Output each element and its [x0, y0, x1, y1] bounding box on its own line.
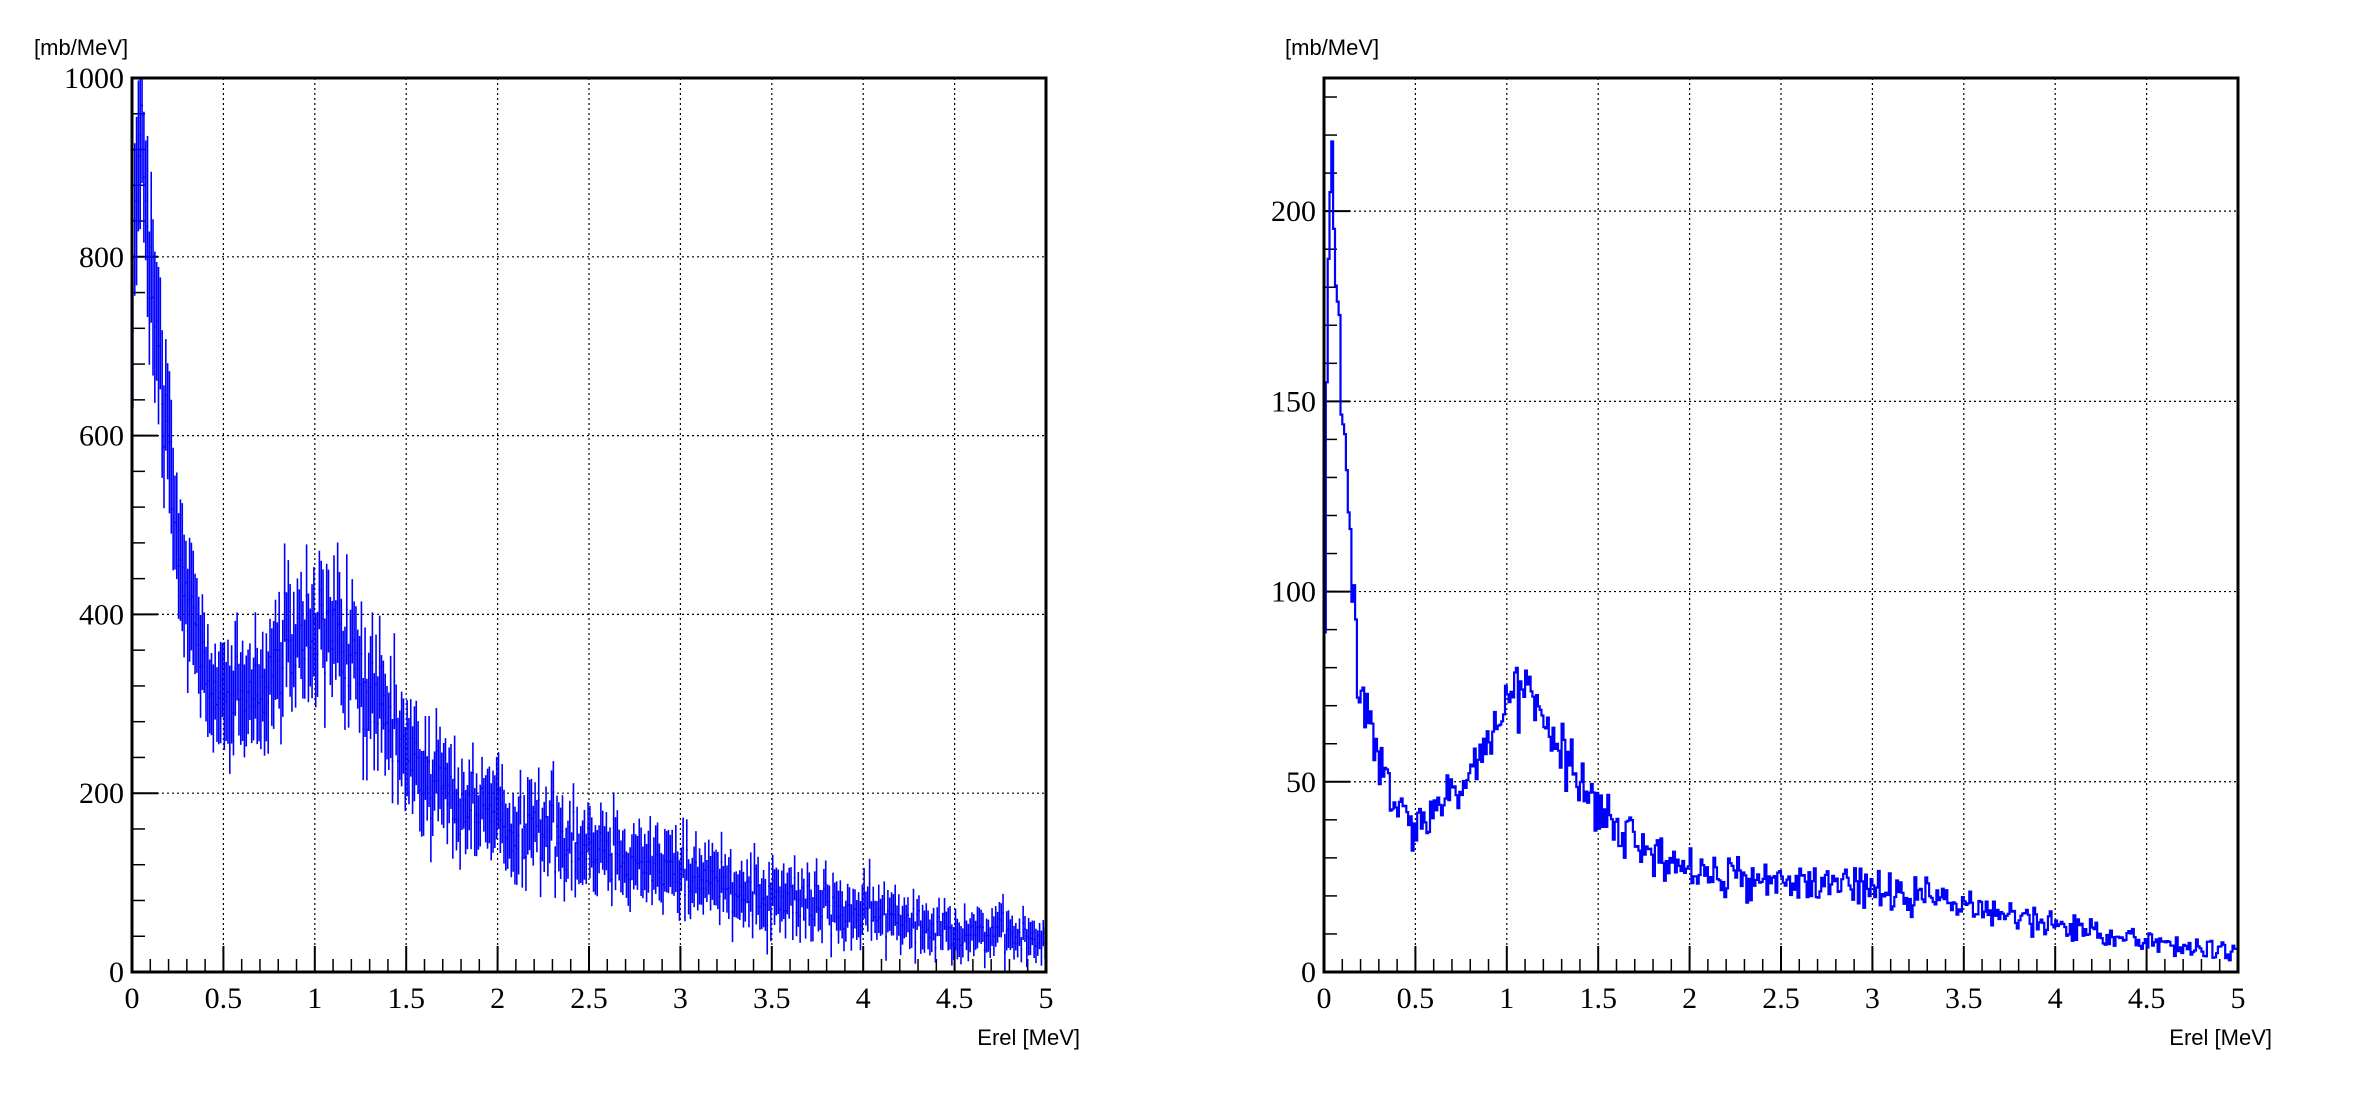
left-y-axis-label: [mb/MeV] — [34, 35, 128, 60]
right-y-axis-label: [mb/MeV] — [1285, 35, 1379, 60]
right-x-tick-label: 1.5 — [1579, 982, 1617, 1015]
left-y-tick-label: 1000 — [64, 62, 124, 95]
right-x-tick-label: 3 — [1865, 982, 1880, 1015]
right-y-tick-label: 50 — [1286, 766, 1316, 799]
right-x-tick-label: 5 — [2231, 982, 2246, 1015]
left-y-tick-label: 600 — [79, 420, 124, 453]
left-ticks: 0 0.5 1 1.5 2 2.5 3 3.5 4 4.5 5 0 200 400 600 800 1000 — [64, 62, 1054, 1015]
right-x-axis-label: Erel [MeV] — [2169, 1025, 2272, 1050]
right-y-tick-label: 150 — [1271, 385, 1316, 418]
left-x-tick-label: 0.5 — [205, 982, 243, 1015]
left-y-tick-label: 0 — [109, 956, 124, 989]
right-y-tick-label: 100 — [1271, 576, 1316, 609]
left-x-tick-label: 5 — [1039, 982, 1054, 1015]
right-x-tick-label: 2 — [1682, 982, 1697, 1015]
right-x-tick-label: 0 — [1317, 982, 1332, 1015]
right-step-line — [1322, 140, 2240, 972]
left-y-tick-label: 400 — [79, 598, 124, 631]
left-x-tick-label: 3.5 — [753, 982, 791, 1015]
left-plot-frame — [130, 76, 1048, 974]
right-y-tick-label: 200 — [1271, 195, 1316, 228]
right-x-tick-label: 0.5 — [1397, 982, 1435, 1015]
right-chart-panel: [mb/MeV] Erel [MeV] 0 0.5 1 1.5 2 2.5 3 3.5 4 4.5… — [1271, 35, 2272, 1050]
right-x-tick-label: 1 — [1499, 982, 1514, 1015]
right-grid — [1324, 78, 2238, 972]
left-x-axis-label: Erel [MeV] — [977, 1025, 1080, 1050]
right-y-tick-label: 0 — [1301, 956, 1316, 989]
right-x-tick-label: 4.5 — [2128, 982, 2166, 1015]
left-x-tick-label: 3 — [673, 982, 688, 1015]
left-grid — [132, 78, 1046, 972]
left-x-tick-label: 4.5 — [936, 982, 974, 1015]
right-histogram — [1322, 140, 2240, 972]
left-x-tick-label: 1 — [307, 982, 322, 1015]
right-x-tick-label: 4 — [2048, 982, 2063, 1015]
left-y-tick-label: 200 — [79, 777, 124, 810]
left-histogram — [132, 78, 1046, 971]
left-x-tick-label: 2.5 — [570, 982, 608, 1015]
right-plot-frame — [1322, 76, 2240, 974]
left-x-tick-label: 2 — [490, 982, 505, 1015]
right-x-tick-label: 3.5 — [1945, 982, 1983, 1015]
left-x-tick-label: 4 — [856, 982, 871, 1015]
left-x-tick-label: 0 — [125, 982, 140, 1015]
left-y-tick-label: 800 — [79, 241, 124, 274]
left-chart-panel: [mb/MeV] Erel [MeV] 0 0.5 1 1.5 2 2.5 3 3.5 4 4.5… — [34, 35, 1080, 1050]
left-x-tick-label: 1.5 — [387, 982, 425, 1015]
right-x-tick-label: 2.5 — [1762, 982, 1800, 1015]
